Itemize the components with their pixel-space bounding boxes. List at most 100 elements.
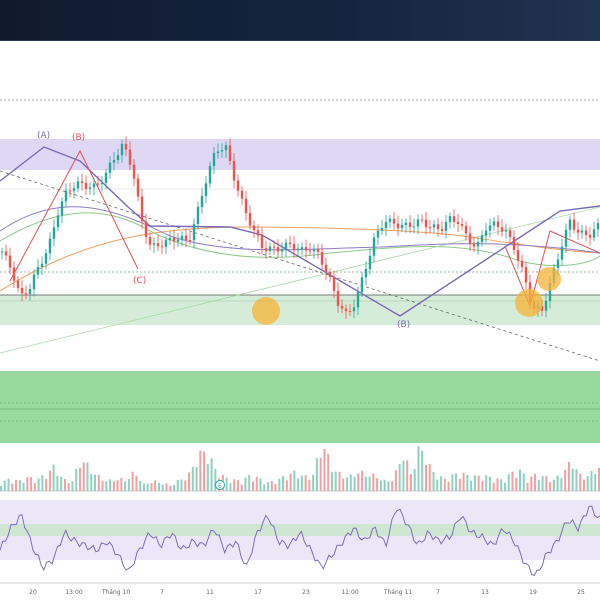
candle-body[interactable]	[544, 300, 548, 311]
volume-bar[interactable]	[368, 476, 371, 491]
volume-bar[interactable]	[0, 485, 2, 491]
candle-body[interactable]	[280, 248, 284, 252]
candle-body[interactable]	[496, 221, 500, 228]
volume-bar[interactable]	[15, 479, 18, 491]
volume-bar[interactable]	[353, 476, 356, 491]
candle-body[interactable]	[524, 267, 528, 283]
volume-bar[interactable]	[71, 481, 74, 491]
volume-bar[interactable]	[278, 478, 281, 491]
volume-bar[interactable]	[315, 458, 318, 491]
volume-bar[interactable]	[560, 478, 563, 491]
volume-bar[interactable]	[270, 481, 273, 491]
volume-bar[interactable]	[567, 461, 570, 491]
volume-bar[interactable]	[334, 471, 337, 491]
candle-body[interactable]	[148, 237, 152, 245]
volume-bar[interactable]	[105, 481, 108, 491]
volume-bar[interactable]	[424, 464, 427, 491]
candle-body[interactable]	[420, 219, 424, 221]
volume-bar[interactable]	[116, 480, 119, 491]
candle-body[interactable]	[360, 277, 364, 293]
candle-body[interactable]	[96, 183, 100, 185]
volume-bar[interactable]	[492, 482, 495, 491]
candle-body[interactable]	[408, 222, 412, 228]
candle-body[interactable]	[168, 237, 172, 241]
candle-body[interactable]	[0, 251, 4, 253]
volume-bar[interactable]	[206, 463, 209, 491]
candle-body[interactable]	[224, 145, 228, 151]
candle-body[interactable]	[508, 230, 512, 238]
volume-bar[interactable]	[251, 481, 254, 491]
candle-body[interactable]	[312, 249, 316, 252]
candle-body[interactable]	[212, 153, 216, 167]
volume-bar[interactable]	[282, 476, 285, 491]
volume-bar[interactable]	[131, 471, 134, 491]
volume-bar[interactable]	[379, 480, 382, 491]
volume-bar[interactable]	[97, 475, 100, 491]
candle-body[interactable]	[84, 182, 88, 189]
candle-body[interactable]	[392, 218, 396, 224]
candle-body[interactable]	[16, 280, 20, 288]
volume-bar[interactable]	[169, 485, 172, 491]
volume-bar[interactable]	[188, 472, 191, 491]
candle-body[interactable]	[152, 243, 156, 245]
volume-bar[interactable]	[90, 474, 93, 491]
candle-body[interactable]	[28, 289, 32, 294]
volume-bar[interactable]	[466, 474, 469, 491]
volume-bar[interactable]	[519, 469, 522, 491]
candle-body[interactable]	[472, 244, 476, 247]
volume-bar[interactable]	[545, 476, 548, 491]
volume-bar[interactable]	[173, 485, 176, 491]
candle-body[interactable]	[380, 227, 384, 231]
volume-bar[interactable]	[300, 475, 303, 491]
volume-bar[interactable]	[120, 477, 123, 491]
volume-bar[interactable]	[274, 484, 277, 491]
volume-bar[interactable]	[387, 481, 390, 491]
volume-bar[interactable]	[135, 475, 138, 491]
volume-bar[interactable]	[421, 450, 424, 491]
candle-body[interactable]	[424, 219, 428, 228]
volume-bar[interactable]	[473, 475, 476, 491]
volume-bar[interactable]	[48, 470, 51, 491]
candle-body[interactable]	[220, 150, 224, 152]
candle-body[interactable]	[156, 243, 160, 247]
candle-body[interactable]	[72, 188, 76, 191]
volume-bar[interactable]	[586, 476, 589, 491]
candle-body[interactable]	[328, 272, 332, 278]
volume-bar[interactable]	[481, 480, 484, 491]
candle-body[interactable]	[592, 229, 596, 238]
volume-bar[interactable]	[56, 475, 59, 491]
volume-bar[interactable]	[18, 479, 21, 491]
volume-bar[interactable]	[455, 473, 458, 491]
volume-bar[interactable]	[571, 468, 574, 491]
candle-body[interactable]	[292, 244, 296, 251]
candle-body[interactable]	[60, 201, 64, 216]
volume-bar[interactable]	[82, 462, 85, 491]
volume-bar[interactable]	[150, 483, 153, 491]
volume-bar[interactable]	[199, 450, 202, 491]
volume-bar[interactable]	[259, 478, 262, 491]
candle-body[interactable]	[268, 246, 272, 252]
candle-body[interactable]	[196, 206, 200, 225]
candle-body[interactable]	[140, 196, 144, 222]
volume-bar[interactable]	[413, 469, 416, 491]
volume-bar[interactable]	[45, 478, 48, 491]
volume-bar[interactable]	[67, 483, 70, 491]
volume-bar[interactable]	[598, 467, 600, 491]
volume-bar[interactable]	[402, 460, 405, 491]
candle-body[interactable]	[376, 230, 380, 238]
volume-bar[interactable]	[157, 482, 160, 491]
volume-bar[interactable]	[267, 482, 270, 491]
volume-bar[interactable]	[7, 478, 10, 491]
volume-bar[interactable]	[112, 481, 115, 491]
candle-body[interactable]	[256, 230, 260, 236]
candle-body[interactable]	[132, 164, 136, 179]
candle-body[interactable]	[20, 287, 24, 294]
volume-bar[interactable]	[165, 483, 168, 491]
candle-body[interactable]	[304, 247, 308, 251]
candle-body[interactable]	[236, 180, 240, 191]
volume-bar[interactable]	[195, 467, 198, 491]
volume-bar[interactable]	[500, 479, 503, 491]
candle-body[interactable]	[476, 241, 480, 247]
volume-bar[interactable]	[462, 472, 465, 491]
candle-body[interactable]	[124, 143, 128, 150]
